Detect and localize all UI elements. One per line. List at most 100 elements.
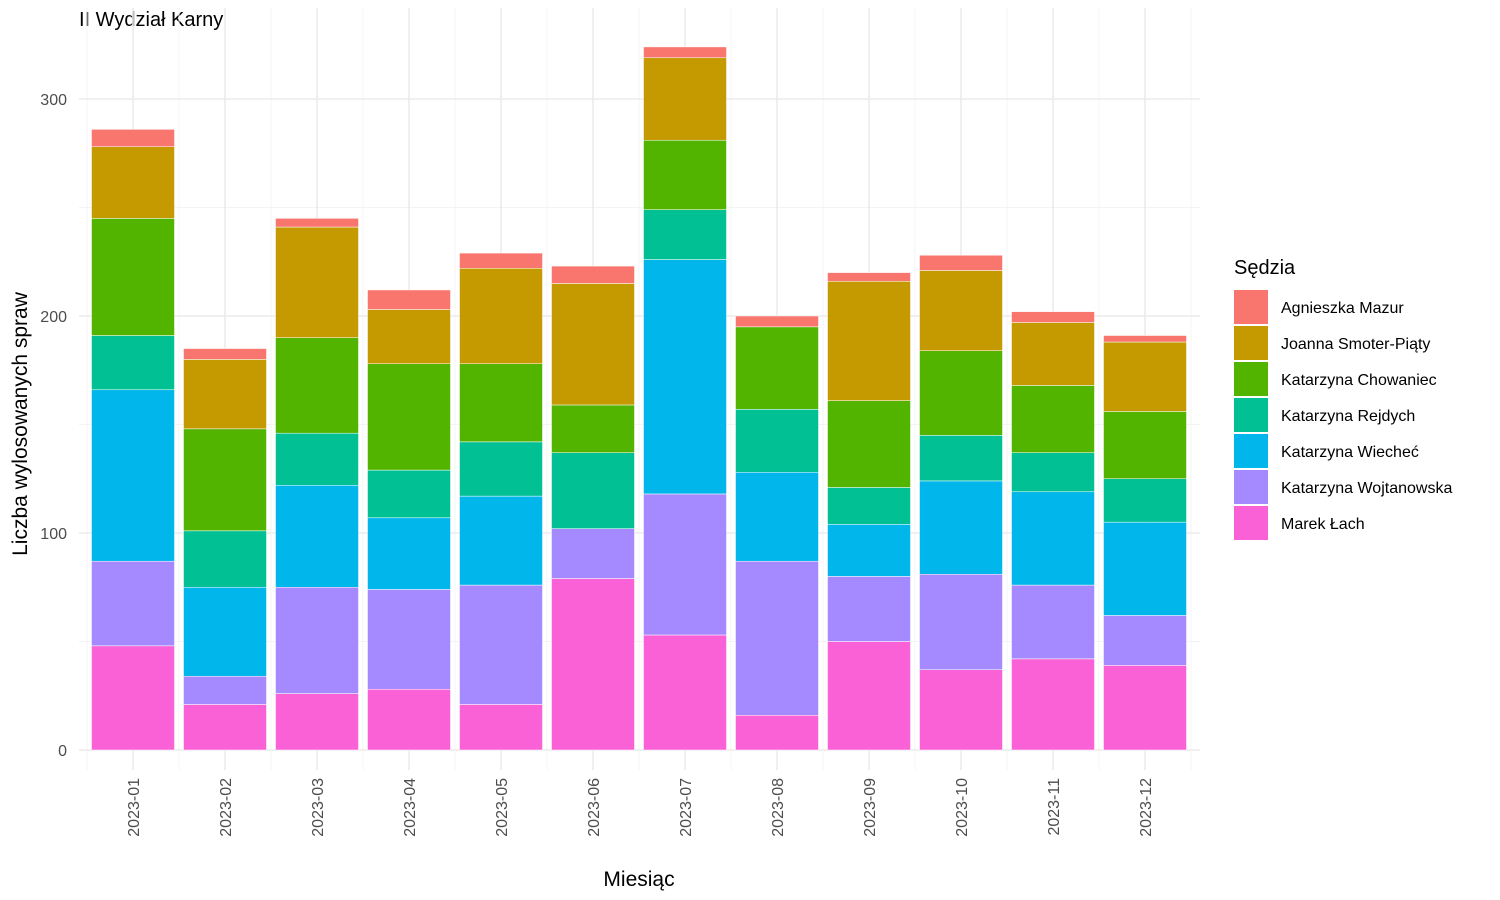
bar-segment [91, 218, 175, 336]
x-tick-label: 2023-01 [126, 778, 143, 837]
bar-segment [1103, 411, 1187, 480]
x-tick-label: 2023-04 [402, 778, 419, 837]
bar-segment [1011, 311, 1095, 323]
x-tick-label: 2023-12 [1138, 778, 1155, 837]
bar-segment [735, 326, 819, 410]
x-tick-label: 2023-08 [770, 778, 787, 837]
bar-segment [367, 289, 451, 310]
legend-swatch [1234, 434, 1268, 468]
bar-segment [735, 471, 819, 562]
y-tick-label: 200 [40, 309, 67, 326]
legend-swatch [1234, 290, 1268, 324]
bar-segment [919, 435, 1003, 482]
bar-segment [183, 675, 267, 705]
bar-segment [183, 704, 267, 751]
bar-segment [459, 495, 543, 586]
bar-segment [735, 560, 819, 716]
bar-segment [551, 578, 635, 751]
bar-segment [275, 587, 359, 694]
bar-segment [275, 337, 359, 434]
y-tick-label: 100 [40, 526, 67, 543]
bar-segment [919, 350, 1003, 436]
bar-segment [643, 209, 727, 260]
legend-swatch [1234, 470, 1268, 504]
bar-segment [735, 715, 819, 751]
legend-label: Katarzyna Chowaniec [1281, 372, 1437, 389]
legend: Sędzia Agnieszka Mazur Joanna Smoter-Piąt… [1234, 257, 1452, 540]
y-tick-label: 300 [40, 92, 67, 109]
bar-segment [367, 589, 451, 690]
bar-segment [827, 281, 911, 401]
legend-title: Sędzia [1234, 257, 1296, 279]
bar-segment [643, 46, 727, 59]
bar-segment [91, 335, 175, 391]
bar-segment [1103, 615, 1187, 666]
bar-segment [183, 587, 267, 677]
x-tick-label: 2023-05 [494, 778, 511, 837]
bar-segment [919, 254, 1003, 271]
bar-segment [919, 270, 1003, 351]
bar-segment [183, 348, 267, 360]
y-axis-ticks: 0 100 200 300 [40, 92, 67, 760]
bar-segment [643, 493, 727, 636]
bar-segment [275, 432, 359, 486]
legend-label: Katarzyna Wojtanowska [1281, 480, 1452, 497]
bar-segment [827, 487, 911, 525]
bar-segment [367, 469, 451, 519]
bar-segment [919, 480, 1003, 575]
bar-segment [1011, 322, 1095, 386]
legend-swatch [1234, 362, 1268, 396]
bar-segment [919, 573, 1003, 670]
bar-segment [643, 57, 727, 141]
bar-segment [91, 146, 175, 219]
legend-swatch [1234, 506, 1268, 540]
bar-segment [367, 309, 451, 364]
legend-label: Joanna Smoter-Piąty [1281, 336, 1430, 353]
bar-segment [367, 517, 451, 590]
x-tick-label: 2023-10 [954, 778, 971, 837]
bar-segment [551, 265, 635, 284]
bar-segment [827, 576, 911, 642]
bar-segment [1011, 452, 1095, 493]
bar-segment [367, 363, 451, 471]
bar-segment [1103, 335, 1187, 343]
y-tick-label: 0 [58, 743, 67, 760]
bar-segment [367, 688, 451, 751]
bar-segment [1103, 478, 1187, 523]
x-tick-label: 2023-11 [1046, 778, 1063, 836]
bar-segment [551, 528, 635, 579]
bar-segment [459, 441, 543, 497]
bar-segment [275, 693, 359, 751]
bar-segment [551, 283, 635, 406]
x-axis-ticks: 2023-01 2023-02 2023-03 2023-04 2023-05 2023-… [126, 778, 1155, 837]
bar-segment [735, 315, 819, 328]
bar-segment [459, 363, 543, 443]
bars [91, 46, 1187, 751]
bar-segment [1011, 385, 1095, 453]
x-tick-label: 2023-02 [218, 778, 235, 837]
bar-segment [459, 268, 543, 364]
bar-segment [91, 389, 175, 562]
x-tick-label: 2023-06 [586, 778, 603, 837]
legend-label: Marek Łach [1281, 516, 1365, 533]
bar-segment [643, 634, 727, 751]
bar-segment [643, 259, 727, 495]
bar-segment [1103, 341, 1187, 412]
bar-segment [643, 139, 727, 210]
bar-segment [1103, 665, 1187, 751]
bar-segment [827, 400, 911, 488]
bar-segment [551, 452, 635, 529]
bar-segment [1103, 521, 1187, 616]
bar-segment [827, 272, 911, 282]
legend-swatch [1234, 398, 1268, 432]
bar-segment [1011, 584, 1095, 660]
x-tick-label: 2023-07 [678, 778, 695, 837]
bar-segment [275, 218, 359, 228]
chart-title: II Wydział Karny [79, 9, 223, 31]
bar-segment [91, 129, 175, 147]
bar-segment [735, 409, 819, 473]
bar-segment [459, 584, 543, 705]
legend-label: Agnieszka Mazur [1281, 300, 1404, 317]
bar-segment [275, 485, 359, 588]
